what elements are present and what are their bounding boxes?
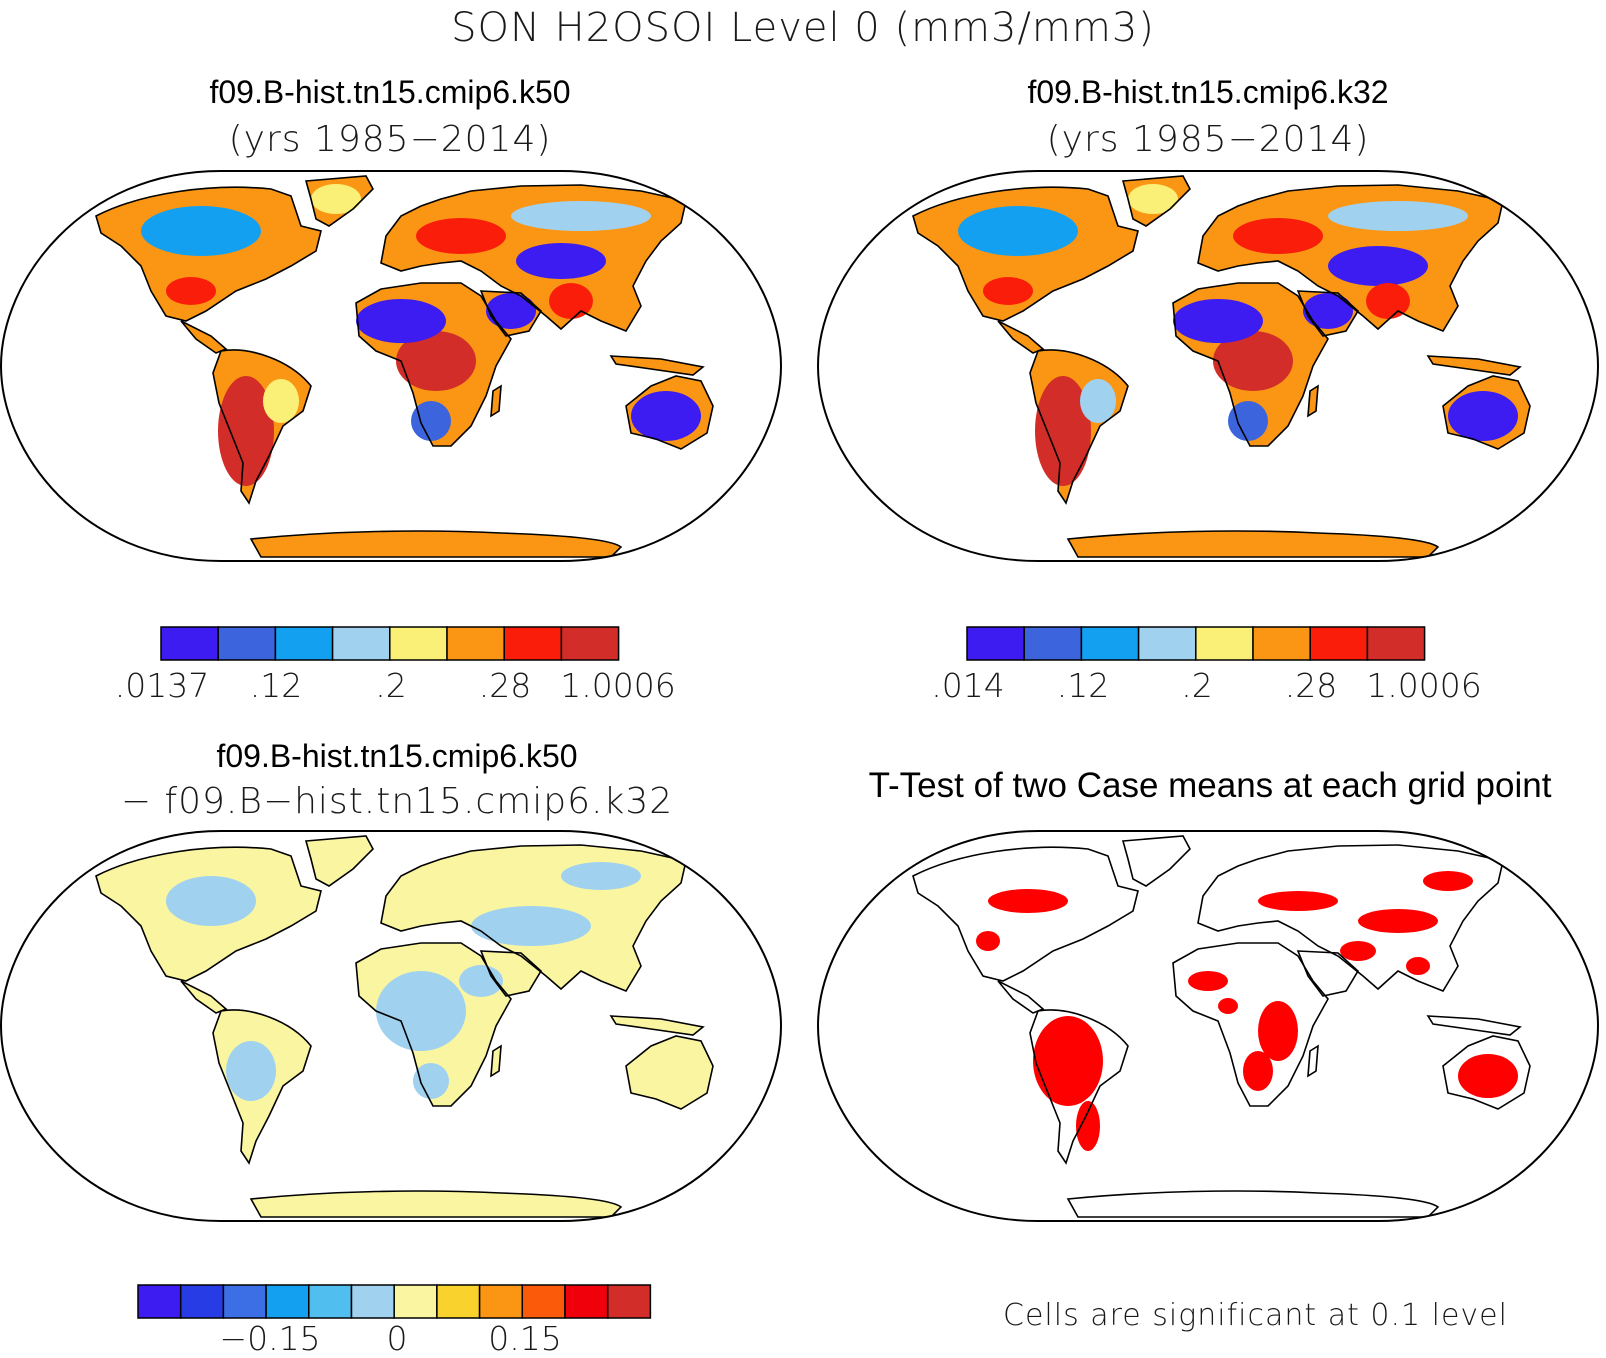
colorbar-cell xyxy=(521,1284,566,1319)
colorbar-tick: .12 xyxy=(1056,666,1110,705)
colorbar-cell xyxy=(350,1284,395,1319)
colorbar-tick: .0137 xyxy=(114,666,210,705)
colorbar-cell xyxy=(606,1284,652,1319)
colorbar-cell xyxy=(1252,626,1311,661)
colorbar-cell xyxy=(137,1284,182,1319)
colorbar-cell xyxy=(1137,626,1197,661)
colorbar-top-right xyxy=(966,626,1426,661)
colorbar-tick: .28 xyxy=(1284,666,1338,705)
colorbar-tick: 1.0006 xyxy=(1366,666,1482,705)
colorbar-tick: .12 xyxy=(249,666,303,705)
map-top-left xyxy=(0,170,783,562)
significance-note: Cells are significant at 0.1 level xyxy=(1003,1298,1508,1333)
colorbar-cell xyxy=(160,626,219,661)
colorbar-cell xyxy=(564,1284,609,1319)
figure-title: SON H2OSOI Level 0 (mm3/mm3) xyxy=(451,5,1155,51)
colorbar-tick: −0.15 xyxy=(219,1319,321,1358)
map-bottom-right xyxy=(816,830,1600,1222)
colorbar-tick: 1.0006 xyxy=(560,666,676,705)
colorbar-cell xyxy=(478,1284,524,1319)
colorbar-cell xyxy=(308,1284,353,1319)
ttest-title: T-Test of two Case means at each grid po… xyxy=(868,766,1552,805)
colorbar-cell xyxy=(217,626,277,661)
colorbar-cell xyxy=(1080,626,1140,661)
colorbar-bottom-left xyxy=(137,1284,652,1319)
years-top-right: (yrs 1985−2014) xyxy=(1046,119,1370,160)
colorbar-tick: .2 xyxy=(1181,666,1213,705)
colorbar-cell xyxy=(265,1284,310,1319)
colorbar-cell xyxy=(436,1284,481,1319)
colorbar-cell xyxy=(179,1284,225,1319)
colorbar-cell xyxy=(446,626,505,661)
diff-subtitle: − f09.B−hist.tn15.cmip6.k32 xyxy=(120,781,674,822)
map-shading-bottom-left xyxy=(166,862,641,1101)
map-shading-top-left xyxy=(141,184,701,486)
colorbar-cell xyxy=(1366,626,1426,661)
colorbar-cell xyxy=(1195,626,1254,661)
colorbar-tick: 0 xyxy=(386,1319,408,1358)
colorbar-cell xyxy=(560,626,620,661)
years-top-left: (yrs 1985−2014) xyxy=(228,119,552,160)
colorbar-tick: .014 xyxy=(931,666,1005,705)
map-bottom-left xyxy=(0,830,783,1222)
colorbar-tick: .28 xyxy=(478,666,532,705)
case-title-top-right: f09.B-hist.tn15.cmip6.k32 xyxy=(1027,74,1389,110)
case-title-top-left: f09.B-hist.tn15.cmip6.k50 xyxy=(209,74,571,110)
colorbar-cell xyxy=(274,626,334,661)
significant-cells xyxy=(976,871,1518,1151)
colorbar-cell xyxy=(222,1284,267,1319)
colorbar-cell xyxy=(331,626,391,661)
colorbar-top-left xyxy=(160,626,620,661)
colorbar-cell xyxy=(966,626,1025,661)
map-shading-top-right xyxy=(958,184,1518,486)
colorbar-cell xyxy=(1309,626,1369,661)
diff-title: f09.B-hist.tn15.cmip6.k50 xyxy=(216,738,578,774)
colorbar-tick: 0.15 xyxy=(488,1319,562,1358)
colorbar-cell xyxy=(503,626,563,661)
colorbar-cell xyxy=(1023,626,1083,661)
map-top-right xyxy=(816,170,1600,562)
colorbar-tick: .2 xyxy=(375,666,407,705)
colorbar-cell xyxy=(389,626,448,661)
colorbar-cell xyxy=(393,1284,438,1319)
